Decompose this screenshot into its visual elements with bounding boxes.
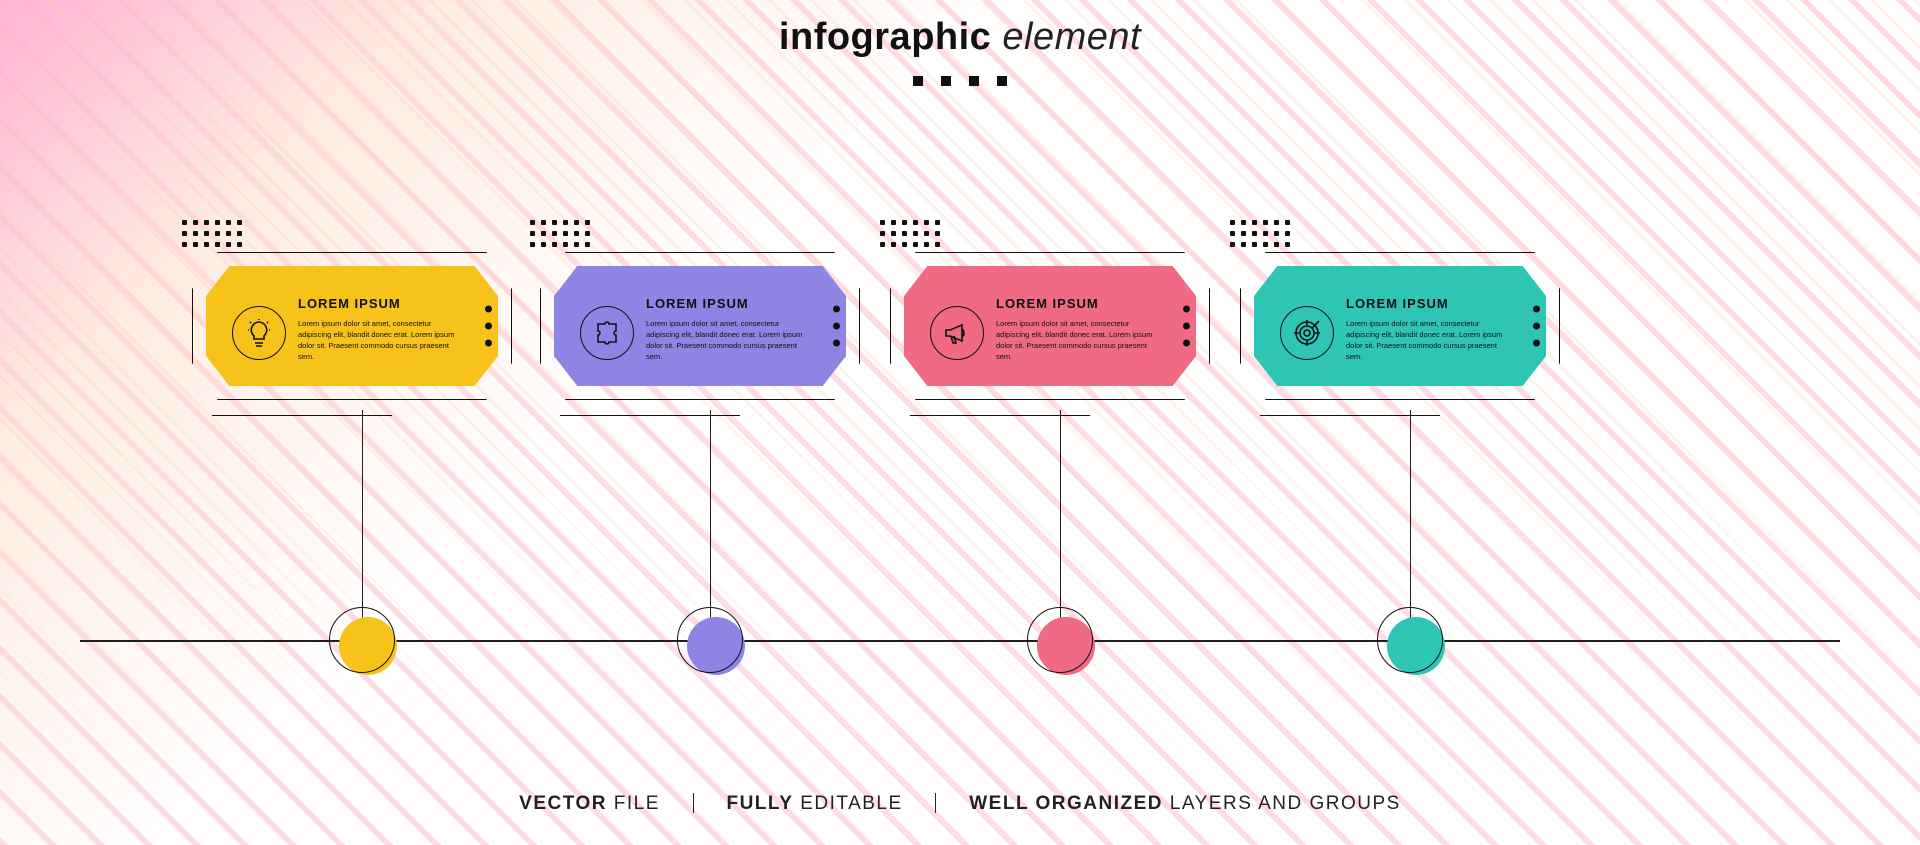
footer-item-1-bold: VECTOR <box>519 793 607 814</box>
step-text: LOREM IPSUM Lorem ipsum dolor sit amet, c… <box>996 296 1164 363</box>
card-underline <box>910 415 1090 416</box>
step-card-1: LOREM IPSUM Lorem ipsum dolor sit amet, c… <box>192 252 512 400</box>
step-text: LOREM IPSUM Lorem ipsum dolor sit amet, c… <box>646 296 814 363</box>
footer-item-3-bold: WELL ORGANIZED <box>969 793 1163 814</box>
footer-item-1-thin: FILE <box>614 793 660 814</box>
card-side-dots <box>833 306 840 347</box>
footer-sep <box>935 793 936 813</box>
step-card-4: LOREM IPSUM Lorem ipsum dolor sit amet, c… <box>1240 252 1560 400</box>
step-connector-1 <box>362 410 363 640</box>
timeline-node-outline <box>1377 607 1443 673</box>
card-underline <box>212 415 392 416</box>
timeline-infographic: LOREM IPSUM Lorem ipsum dolor sit amet, c… <box>0 0 1920 845</box>
step-card-3: LOREM IPSUM Lorem ipsum dolor sit amet, c… <box>890 252 1210 400</box>
footer-tags: VECTOR FILE FULLY EDITABLE WELL ORGANIZE… <box>0 793 1920 815</box>
target-icon <box>1280 306 1334 360</box>
step-body: Lorem ipsum dolor sit amet, consectetur … <box>1346 319 1514 363</box>
step-text: LOREM IPSUM Lorem ipsum dolor sit amet, c… <box>1346 296 1514 363</box>
dot-grid-decor <box>530 220 590 247</box>
dot-grid-decor <box>880 220 940 247</box>
card-underline <box>560 415 740 416</box>
dot-grid-decor <box>1230 220 1290 247</box>
step-title: LOREM IPSUM <box>646 296 814 311</box>
footer-item-2-bold: FULLY <box>726 793 793 814</box>
step-card-2: LOREM IPSUM Lorem ipsum dolor sit amet, c… <box>540 252 860 400</box>
timeline-node-outline <box>329 607 395 673</box>
footer-sep <box>693 793 694 813</box>
step-title: LOREM IPSUM <box>1346 296 1514 311</box>
footer-item-3-thin: LAYERS AND GROUPS <box>1170 793 1401 814</box>
step-connector-2 <box>710 410 711 640</box>
lightbulb-icon <box>232 306 286 360</box>
card-side-dots <box>1183 306 1190 347</box>
megaphone-icon <box>930 306 984 360</box>
card-underline <box>1260 415 1440 416</box>
step-title: LOREM IPSUM <box>298 296 466 311</box>
step-connector-3 <box>1060 410 1061 640</box>
card-side-dots <box>1533 306 1540 347</box>
timeline-node-outline <box>1027 607 1093 673</box>
footer-item-2-thin: EDITABLE <box>800 793 902 814</box>
step-text: LOREM IPSUM Lorem ipsum dolor sit amet, c… <box>298 296 466 363</box>
step-connector-4 <box>1410 410 1411 640</box>
step-body: Lorem ipsum dolor sit amet, consectetur … <box>646 319 814 363</box>
card-side-dots <box>485 306 492 347</box>
dot-grid-decor <box>182 220 242 247</box>
step-title: LOREM IPSUM <box>996 296 1164 311</box>
step-body: Lorem ipsum dolor sit amet, consectetur … <box>996 319 1164 363</box>
puzzle-icon <box>580 306 634 360</box>
timeline-node-outline <box>677 607 743 673</box>
step-body: Lorem ipsum dolor sit amet, consectetur … <box>298 319 466 363</box>
